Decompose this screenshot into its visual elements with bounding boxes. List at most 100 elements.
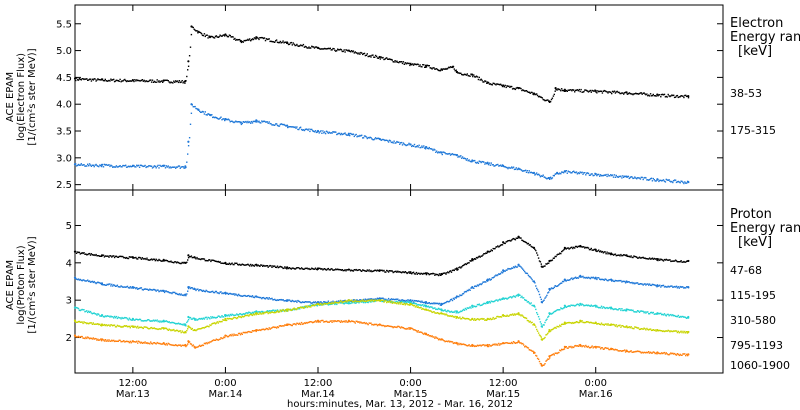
data-point (484, 319, 486, 321)
data-point (588, 277, 591, 279)
data-point (411, 273, 413, 275)
data-point (181, 330, 183, 332)
data-point (314, 130, 317, 132)
data-point (187, 259, 189, 261)
data-point (238, 316, 241, 318)
data-point (391, 301, 393, 303)
data-point (406, 144, 408, 146)
data-point (478, 303, 480, 305)
data-point (252, 330, 255, 332)
data-point (79, 78, 81, 80)
data-point (113, 166, 115, 168)
data-point (371, 324, 373, 326)
data-point (547, 316, 549, 318)
data-point (675, 354, 678, 356)
data-point (235, 39, 237, 41)
data-point (480, 255, 482, 257)
data-point (624, 326, 627, 328)
data-point (247, 314, 249, 316)
data-point (407, 304, 409, 306)
data-point (263, 265, 266, 267)
data-point (420, 301, 422, 304)
data-point (542, 300, 544, 302)
data-point (633, 93, 635, 95)
data-point (210, 260, 212, 263)
plot-frame (74, 189, 724, 374)
data-point (454, 296, 456, 299)
data-point (349, 132, 352, 135)
data-point (576, 277, 579, 279)
data-point (453, 298, 455, 300)
data-point (549, 176, 552, 178)
data-point (196, 256, 198, 259)
data-point (354, 302, 356, 304)
data-point (437, 273, 439, 276)
data-point (484, 163, 486, 165)
data-point (674, 179, 677, 181)
data-point (475, 305, 478, 308)
data-point (306, 267, 308, 269)
data-point (667, 93, 669, 96)
data-point (320, 302, 322, 305)
data-point (209, 324, 211, 326)
data-point (345, 300, 347, 302)
data-point (156, 319, 158, 321)
data-point (550, 98, 553, 101)
data-point (552, 174, 555, 177)
data-point (153, 288, 156, 291)
data-point (329, 320, 331, 322)
data-point (548, 328, 551, 332)
data-point (460, 342, 462, 345)
data-point (453, 68, 455, 70)
data-point (536, 94, 539, 97)
data-point (277, 310, 280, 312)
data-point (417, 272, 419, 274)
data-point (500, 316, 503, 318)
data-point (184, 82, 186, 84)
legend-entry-115-195: 115-195 (730, 289, 776, 302)
data-point (600, 251, 603, 253)
data-point (598, 173, 600, 176)
data-point (526, 272, 529, 275)
data-point (641, 283, 643, 285)
data-point (340, 49, 343, 51)
data-point (508, 166, 510, 169)
data-point (182, 82, 184, 84)
data-point (565, 306, 567, 308)
data-point (665, 95, 667, 98)
data-point (145, 326, 147, 328)
data-point (183, 323, 185, 325)
data-point (76, 79, 79, 81)
data-point (86, 322, 88, 325)
data-point (522, 239, 524, 242)
data-point (123, 164, 125, 167)
data-point (462, 292, 465, 295)
data-point (249, 265, 251, 267)
data-point (455, 317, 457, 319)
data-point (234, 316, 236, 319)
data-point (305, 305, 307, 307)
data-point (671, 260, 673, 262)
data-point (203, 113, 206, 115)
data-point (272, 309, 274, 311)
data-point (513, 88, 516, 90)
data-point (529, 303, 531, 305)
data-point (343, 300, 345, 302)
data-point (605, 347, 607, 349)
data-point (152, 288, 155, 291)
data-point (133, 80, 135, 83)
data-point (143, 288, 145, 290)
data-point (421, 304, 423, 306)
data-point (477, 256, 480, 258)
data-point (622, 254, 624, 257)
data-point (166, 79, 168, 81)
data-point (384, 271, 386, 273)
data-point (316, 131, 318, 133)
data-point (199, 31, 201, 33)
data-point (293, 309, 295, 311)
data-point (610, 323, 613, 326)
data-point (680, 316, 682, 318)
data-point (252, 296, 255, 298)
data-point (276, 265, 279, 267)
data-point (502, 297, 505, 300)
